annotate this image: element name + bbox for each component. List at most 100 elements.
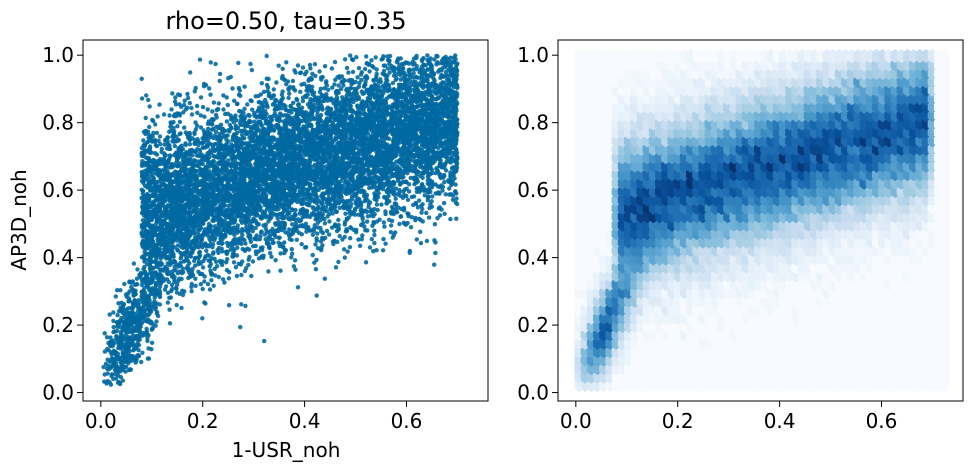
scatter-point (292, 258, 298, 263)
scatter-point (230, 86, 235, 91)
scatter-point (289, 247, 294, 252)
scatter-point (242, 106, 247, 112)
scatter-point (424, 238, 430, 244)
scatter-point (435, 216, 440, 221)
scatter-point (405, 197, 411, 202)
scatter-point (347, 244, 353, 250)
scatter-point (165, 290, 171, 295)
scatter-point (438, 67, 443, 73)
scatter-point (360, 233, 365, 238)
scatter-point (278, 251, 283, 256)
scatter-point (280, 66, 285, 72)
scatter-point (208, 60, 213, 65)
scatter-point (320, 107, 325, 112)
scatter-point (298, 89, 303, 95)
scatter-point (282, 247, 287, 252)
scatter-point (367, 69, 372, 74)
scatter-point (432, 222, 438, 227)
scatter-point (305, 92, 310, 97)
scatter-point (174, 290, 180, 295)
scatter-point (343, 211, 348, 216)
scatter-point (235, 245, 240, 250)
scatter-point (380, 248, 386, 253)
scatter-point (131, 261, 137, 266)
scatter-point (128, 367, 133, 372)
scatter-point (388, 230, 394, 235)
scatter-point (111, 310, 116, 315)
scatter-point (174, 302, 179, 308)
scatter-point (153, 122, 158, 127)
scatter-point (389, 160, 394, 166)
scatter-point (161, 112, 167, 117)
scatter-point (196, 139, 201, 144)
scatter-point (422, 193, 427, 198)
scatter-point (294, 237, 299, 242)
scatter-point (169, 282, 175, 288)
scatter-point (314, 236, 319, 241)
scatter-point (342, 57, 348, 62)
scatter-point (381, 236, 386, 242)
scatter-point (313, 242, 318, 247)
scatter-point (182, 289, 187, 294)
scatter-point (195, 110, 200, 116)
scatter-point (345, 90, 351, 95)
scatter-point (144, 93, 149, 98)
scatter-point (354, 86, 359, 92)
scatter-point (363, 260, 369, 265)
scatter-point (249, 67, 255, 73)
scatter-point (271, 87, 276, 92)
scatter-point (454, 216, 459, 221)
scatter-point (372, 228, 377, 233)
scatter-point (345, 249, 350, 254)
scatter-point (290, 78, 296, 84)
scatter-point (154, 130, 159, 136)
scatter-point (370, 63, 375, 69)
scatter-point (217, 71, 223, 77)
scatter-point (324, 228, 330, 234)
scatter-point (372, 240, 377, 246)
scatter-point (239, 302, 244, 307)
scatter-point (253, 94, 258, 99)
scatter-point (243, 303, 248, 309)
scatter-point (122, 281, 127, 287)
scatter-point (349, 81, 354, 87)
scatter-point (238, 324, 243, 330)
scatter-point (443, 168, 449, 173)
scatter-point (425, 53, 430, 58)
scatter-point (237, 88, 242, 93)
scatter-point (322, 276, 327, 281)
scatter-point (365, 228, 370, 233)
scatter-point (287, 91, 292, 96)
scatter-point (359, 237, 364, 242)
scatter-point (167, 321, 173, 326)
scatter-point (209, 278, 214, 283)
scatter-point (105, 371, 110, 376)
scatter-point (204, 248, 209, 253)
scatter-point (187, 142, 193, 147)
scatter-point (220, 277, 226, 282)
scatter-point (236, 60, 241, 66)
scatter-point (429, 204, 435, 209)
scatter-point (372, 232, 377, 238)
scatter-point (205, 107, 210, 112)
scatter-points (101, 53, 460, 387)
scatter-point (418, 229, 423, 234)
scatter-point (253, 243, 258, 249)
scatter-point (213, 61, 218, 67)
scatter-point (189, 289, 194, 294)
scatter-point (238, 93, 243, 99)
scatter-point (262, 232, 267, 237)
scatter-point (433, 250, 438, 256)
scatter-point (172, 143, 177, 149)
scatter-point (329, 66, 335, 71)
scatter-point (283, 107, 289, 113)
scatter-point (296, 102, 301, 108)
scatter-point (342, 247, 347, 252)
scatter-point (246, 112, 251, 118)
scatter-point (364, 219, 370, 224)
scatter-point (374, 202, 380, 207)
scatter-point (429, 199, 434, 204)
scatter-point (115, 288, 120, 293)
scatter-point (153, 323, 158, 328)
scatter-point (290, 222, 295, 227)
